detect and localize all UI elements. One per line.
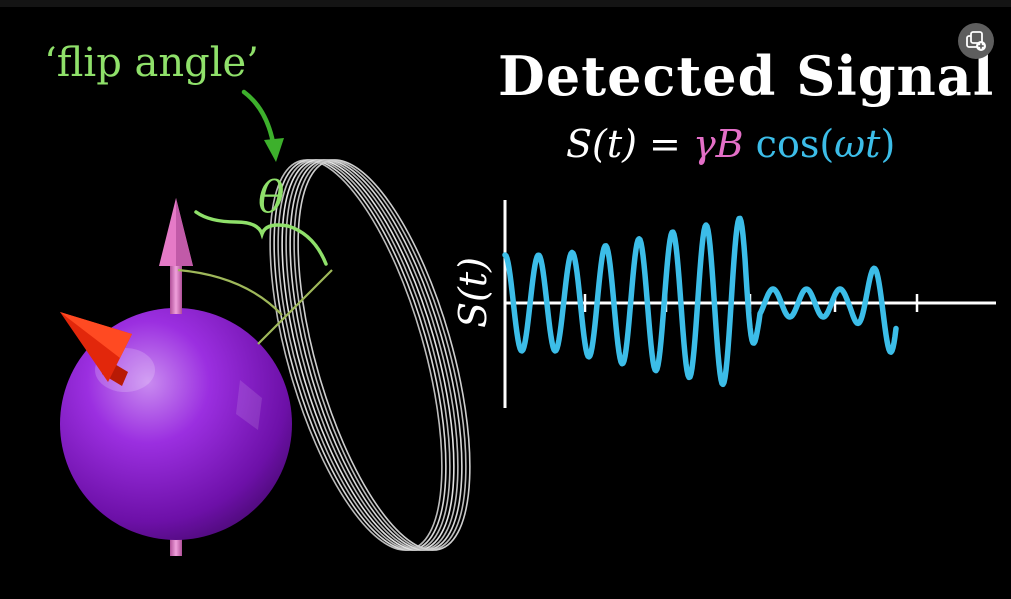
flip-angle-label: ‘flip angle’ (44, 40, 259, 86)
annotation-arrow (241, 89, 284, 162)
formula-close: ) (880, 122, 896, 166)
flip-angle-lines (177, 268, 333, 345)
top-bar (0, 0, 1011, 7)
signal-waveform (502, 215, 899, 388)
signal-formula: S(t) = γB cos(ωt) (566, 122, 895, 166)
page-title: Detected Signal (498, 44, 995, 108)
angle-brace (194, 210, 328, 266)
layers-add-icon (966, 31, 986, 51)
vertical-axis-arrow (159, 198, 193, 314)
formula-cos-open: cos( (743, 122, 835, 166)
signal-plot: S(t) (451, 200, 996, 408)
theta-symbol: θ (258, 172, 285, 223)
formula-omega-t: ωt (834, 122, 881, 166)
plot-y-label: S(t) (451, 257, 495, 328)
formula-lhs: S(t) (566, 122, 637, 166)
layers-add-button[interactable] (958, 23, 994, 59)
receiver-coil (269, 159, 471, 551)
spin-vector-cone (60, 312, 132, 386)
formula-equals: = (636, 122, 693, 166)
formula-gamma-b: γB (692, 122, 744, 166)
